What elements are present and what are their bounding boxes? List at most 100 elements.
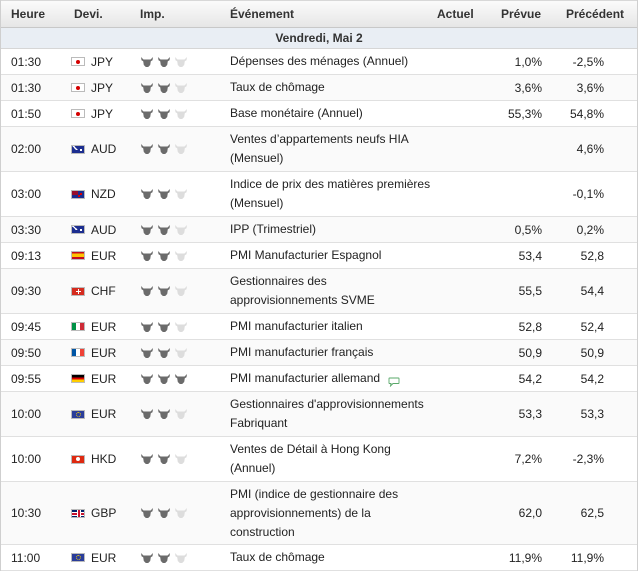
- event-name[interactable]: PMI manufacturier français: [230, 340, 435, 365]
- event-name[interactable]: Ventes d’appartements neufs HIA (Mensuel…: [230, 127, 435, 171]
- event-name[interactable]: Base monétaire (Annuel): [230, 101, 435, 126]
- flag-au-icon: [71, 144, 85, 154]
- currency-code: EUR: [91, 319, 117, 334]
- flag-nz-icon: [71, 189, 85, 199]
- event-forecast: 55,3%: [481, 101, 542, 126]
- header-previous[interactable]: Précédent: [566, 7, 625, 21]
- event-time: 10:30: [11, 482, 61, 544]
- event-actual: [436, 314, 486, 339]
- event-time: 01:30: [11, 49, 61, 74]
- flag-it-icon: [71, 322, 85, 331]
- bull-icon: [174, 285, 188, 297]
- currency-code: GBP: [91, 506, 117, 520]
- event-time: 10:00: [11, 392, 61, 436]
- event-previous: 11,9%: [546, 545, 604, 570]
- table-row[interactable]: 10:30 GBP PMI (indice de gestionnaire des …: [1, 482, 637, 545]
- event-name[interactable]: PMI manufacturier allemand: [230, 366, 435, 391]
- bull-icon: [140, 408, 154, 420]
- event-name[interactable]: Dépenses des ménages (Annuel): [230, 49, 435, 74]
- table-row[interactable]: 09:13 EUR PMI Manufacturier Espagnol 53,4 52…: [1, 243, 637, 269]
- importance-rating: [140, 217, 210, 242]
- table-row[interactable]: 03:30 AUD IPP (Trimestriel) 0,5% 0,2%: [1, 217, 637, 243]
- event-actual: [436, 101, 486, 126]
- event-forecast: 1,0%: [481, 49, 542, 74]
- event-currency: JPY: [71, 75, 131, 100]
- bull-icon: [174, 507, 188, 519]
- event-previous-text: 4,6%: [576, 142, 604, 156]
- table-row[interactable]: 09:55 EUR PMI manufacturier allemand 54,2 54…: [1, 366, 637, 392]
- event-previous-text: 54,8%: [569, 106, 604, 121]
- event-previous: 54,2: [546, 366, 604, 391]
- header-forecast[interactable]: Prévue: [501, 7, 542, 21]
- day-separator: Vendredi, Mai 2: [1, 28, 637, 49]
- event-currency: EUR: [71, 545, 131, 570]
- table-row[interactable]: 01:30 JPY Taux de chômage 3,6% 3,6%: [1, 75, 637, 101]
- event-name[interactable]: PMI Manufacturier Espagnol: [230, 243, 435, 268]
- event-previous-text: 62,5: [580, 506, 604, 520]
- event-name-text: PMI Manufacturier Espagnol: [230, 248, 382, 262]
- header-importance[interactable]: Imp.: [140, 7, 165, 21]
- event-name[interactable]: Taux de chômage: [230, 545, 435, 570]
- event-previous-text: 50,9: [580, 345, 604, 360]
- bull-icon: [157, 453, 171, 465]
- bull-icon: [157, 552, 171, 564]
- event-forecast: 50,9: [481, 340, 542, 365]
- table-row[interactable]: 01:50 JPY Base monétaire (Annuel) 55,3% 54,8…: [1, 101, 637, 127]
- event-name[interactable]: Indice de prix des matières premières (M…: [230, 172, 435, 216]
- event-forecast: 7,2%: [481, 437, 542, 481]
- table-row[interactable]: 01:30 JPY Dépenses des ménages (Annuel) 1,0…: [1, 49, 637, 75]
- event-name[interactable]: IPP (Trimestriel): [230, 217, 435, 242]
- event-actual: [436, 269, 486, 313]
- currency-code: HKD: [91, 452, 117, 466]
- table-row[interactable]: 09:30 CHF Gestionnaires des approvisionnem…: [1, 269, 637, 314]
- bull-icon: [140, 108, 154, 120]
- flag-au-icon: [71, 225, 85, 234]
- event-forecast: 3,6%: [481, 75, 542, 100]
- bull-icon: [174, 408, 188, 420]
- flag-es-icon: [71, 251, 85, 260]
- bull-icon: [140, 347, 154, 359]
- event-forecast: 55,5: [481, 269, 542, 313]
- importance-rating: [140, 101, 210, 126]
- event-forecast-text: 3,6%: [514, 80, 542, 95]
- event-currency: JPY: [71, 101, 131, 126]
- table-row[interactable]: 03:00 NZD Indice de prix des matières prem…: [1, 172, 637, 217]
- bull-icon: [157, 507, 171, 519]
- event-time: 09:50: [11, 340, 61, 365]
- header-currency[interactable]: Devi.: [74, 7, 103, 21]
- event-name[interactable]: Gestionnaires des approvisionnements SVM…: [230, 269, 435, 313]
- event-time-text: 03:30: [11, 222, 42, 237]
- event-previous-text: 54,2: [580, 371, 604, 386]
- bull-icon: [174, 321, 188, 333]
- bull-icon: [174, 143, 188, 155]
- header-time[interactable]: Heure: [11, 7, 46, 21]
- event-forecast-text: 54,2: [518, 371, 542, 386]
- event-forecast: 52,8: [481, 314, 542, 339]
- table-row[interactable]: 10:00 EUR Gestionnaires d'approvisionnemen…: [1, 392, 637, 437]
- event-time: 09:30: [11, 269, 61, 313]
- event-currency: EUR: [71, 243, 131, 268]
- event-name[interactable]: Gestionnaires d'approvisionnements Fabri…: [230, 392, 435, 436]
- table-row[interactable]: 02:00 AUD Ventes d’appartements neufs HIA …: [1, 127, 637, 172]
- table-row[interactable]: 09:45 EUR PMI manufacturier italien 52,8 52,…: [1, 314, 637, 340]
- header-event[interactable]: Événement: [230, 7, 295, 21]
- table-row[interactable]: 09:50 EUR PMI manufacturier français 50,9 50…: [1, 340, 637, 366]
- event-time-text: 10:00: [11, 452, 42, 466]
- event-name[interactable]: Ventes de Détail à Hong Kong (Annuel): [230, 437, 435, 481]
- comment-bubble-icon[interactable]: [388, 374, 400, 387]
- event-name[interactable]: Taux de chômage: [230, 75, 435, 100]
- event-time: 03:00: [11, 172, 61, 216]
- table-row[interactable]: 10:00 HKD Ventes de Détail à Hong Kong (An…: [1, 437, 637, 482]
- table-row[interactable]: 11:00 EUR Taux de chômage 11,9% 11,9%: [1, 545, 637, 571]
- event-currency: CHF: [71, 269, 131, 313]
- event-name[interactable]: PMI (indice de gestionnaire des approvis…: [230, 482, 435, 544]
- header-actual[interactable]: Actuel: [437, 7, 474, 21]
- currency-code: NZD: [91, 187, 116, 201]
- event-forecast: 53,4: [481, 243, 542, 268]
- event-actual: [436, 340, 486, 365]
- event-previous: -2,5%: [546, 49, 604, 74]
- event-actual: [436, 437, 486, 481]
- event-currency: NZD: [71, 172, 131, 216]
- importance-rating: [140, 269, 210, 313]
- event-name[interactable]: PMI manufacturier italien: [230, 314, 435, 339]
